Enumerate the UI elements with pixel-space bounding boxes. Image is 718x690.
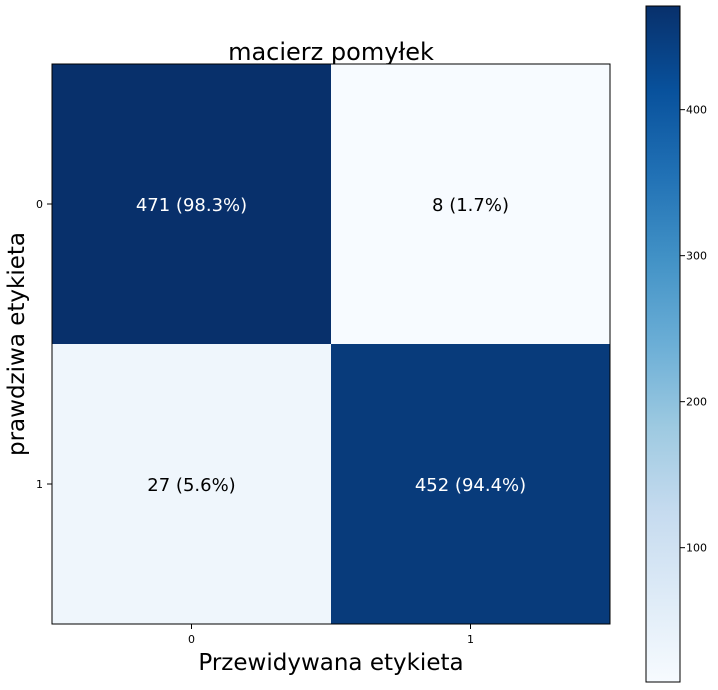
y-tick-label-0: 0 [36, 198, 43, 211]
x-axis-label: Przewidywana etykieta [198, 650, 463, 676]
cell-label-0-0: 471 (98.3%) [136, 195, 247, 216]
x-tick-label-0: 0 [188, 633, 195, 646]
cell-label-0-1: 8 (1.7%) [432, 195, 509, 216]
colorbar [645, 5, 681, 683]
cell-label-1-1: 452 (94.4%) [415, 475, 526, 496]
heatmap-cell-1-0 [52, 344, 331, 624]
colorbar-tick-label-1: 200 [686, 396, 707, 409]
cell-label-1-0: 27 (5.6%) [147, 475, 235, 496]
heatmap-cell-labels: 471 (98.3%) 8 (1.7%) 27 (5.6%) 452 (94.4%) [136, 195, 526, 496]
colorbar-tick-label-3: 400 [686, 104, 707, 117]
heatmap-cell-1-1 [331, 344, 610, 624]
x-tick-label-1: 1 [467, 633, 474, 646]
heatmap-cells [52, 64, 610, 624]
heatmap-cell-0-0 [52, 64, 331, 344]
chart-title: macierz pomyłek [228, 38, 434, 66]
colorbar-ticks: 100 200 300 400 [680, 104, 707, 555]
y-axis-ticks: 01 [36, 198, 52, 491]
colorbar-tick-label-2: 300 [686, 250, 707, 263]
heatmap-cell-0-1 [331, 64, 610, 344]
plot-frame [51, 63, 611, 625]
y-tick-label-1: 1 [36, 478, 43, 491]
y-axis-label: prawdziwa etykieta [4, 232, 30, 456]
colorbar-tick-label-0: 100 [686, 542, 707, 555]
